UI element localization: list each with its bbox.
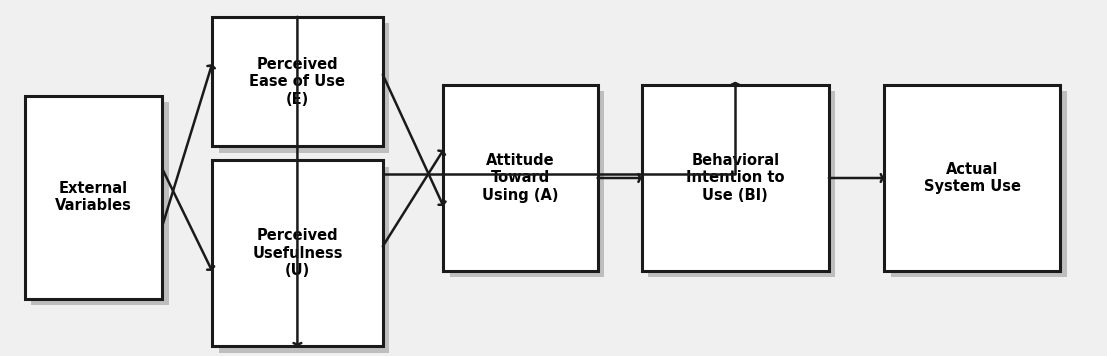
FancyBboxPatch shape xyxy=(883,85,1061,271)
FancyBboxPatch shape xyxy=(31,102,169,305)
FancyBboxPatch shape xyxy=(449,91,604,277)
FancyBboxPatch shape xyxy=(219,167,390,352)
Text: Perceived
Ease of Use
(E): Perceived Ease of Use (E) xyxy=(249,57,345,106)
Text: External
Variables: External Variables xyxy=(55,181,132,214)
Text: Perceived
Usefulness
(U): Perceived Usefulness (U) xyxy=(252,229,343,278)
FancyBboxPatch shape xyxy=(444,85,598,271)
FancyBboxPatch shape xyxy=(642,85,829,271)
Text: Behavioral
Intention to
Use (BI): Behavioral Intention to Use (BI) xyxy=(686,153,785,203)
FancyBboxPatch shape xyxy=(219,23,390,153)
Text: Attitude
Toward
Using (A): Attitude Toward Using (A) xyxy=(483,153,559,203)
FancyBboxPatch shape xyxy=(649,91,836,277)
FancyBboxPatch shape xyxy=(213,17,383,146)
FancyBboxPatch shape xyxy=(213,161,383,346)
Text: Actual
System Use: Actual System Use xyxy=(923,162,1021,194)
FancyBboxPatch shape xyxy=(890,91,1067,277)
FancyBboxPatch shape xyxy=(24,96,163,299)
